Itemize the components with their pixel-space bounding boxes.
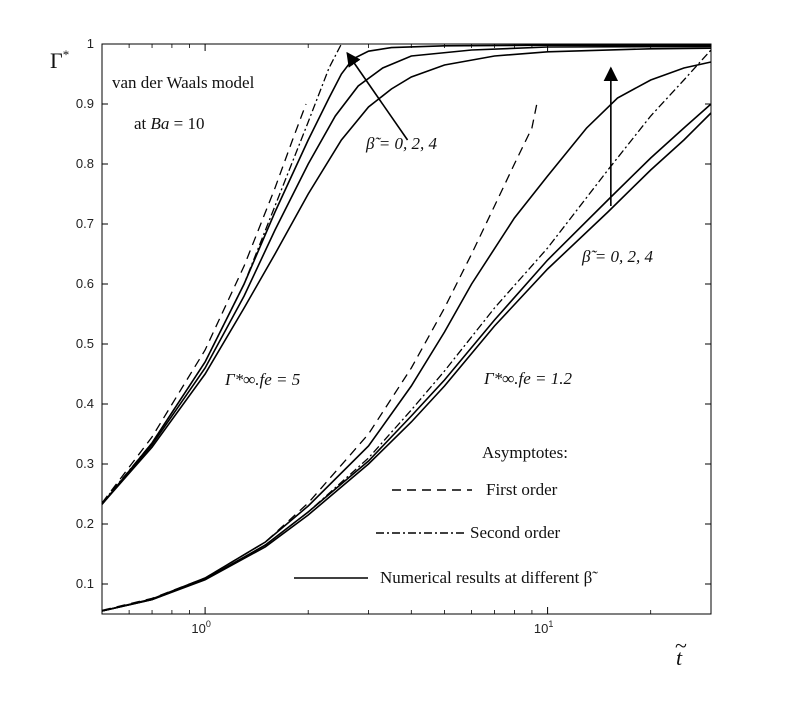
- x-tick-label: 101: [534, 619, 553, 636]
- group-low-label: Γ*∞.fe = 1.2: [483, 369, 573, 388]
- plot-area-border: [101, 43, 712, 615]
- legend-entry-label: First order: [486, 480, 558, 499]
- y-axis-title: Γ*: [50, 47, 69, 73]
- y-tick-label: 0.1: [76, 576, 94, 591]
- arrow-beta-left: [346, 51, 409, 141]
- x-tick-label: 100: [191, 619, 210, 636]
- y-tick-label: 0.6: [76, 276, 94, 291]
- series-line-3-solid: [101, 47, 712, 505]
- y-tick-label: 0.9: [76, 96, 94, 111]
- model-condition-label: at Ba = 10: [134, 114, 205, 133]
- group-high-label: Γ*∞.fe = 5: [224, 370, 300, 389]
- y-tick-label: 1: [87, 36, 94, 51]
- y-tick-label: 0.5: [76, 336, 94, 351]
- x-axis-title: t: [676, 645, 683, 670]
- beta-right-label: β̃ = 0, 2, 4: [581, 247, 653, 266]
- y-tick-label: 0.4: [76, 396, 94, 411]
- series-line-9-dashed: [101, 103, 538, 612]
- series-line-7-solid: [101, 103, 712, 612]
- series-line-10-dashdot: [101, 49, 712, 612]
- series-group: [101, 43, 712, 612]
- annotation-arrows: [346, 51, 619, 206]
- y-tick-label: 0.8: [76, 156, 94, 171]
- plot-frame: [101, 43, 712, 615]
- y-tick-label: 0.7: [76, 216, 94, 231]
- series-line-2-solid: [101, 45, 712, 505]
- x-axis-title-accent: ~: [675, 633, 687, 658]
- legend: Asymptotes: First order Second order Numeri…: [294, 443, 598, 587]
- legend-entry-label: Second order: [470, 523, 561, 542]
- series-line-1-solid: [101, 44, 711, 505]
- beta-left-label: β̃ = 0, 2, 4: [365, 134, 437, 153]
- series-line-8-solid: [101, 112, 712, 612]
- model-label: van der Waals model: [112, 73, 255, 92]
- y-tick-label: 0.3: [76, 456, 94, 471]
- labels-group: van der Waals model at Ba = 10 β̃ = 0, 2, …: [50, 47, 687, 670]
- series-line-4-dashed: [101, 103, 307, 504]
- series-line-5-dashdot: [101, 43, 342, 504]
- legend-title: Asymptotes:: [482, 443, 568, 462]
- y-tick-label: 0.2: [76, 516, 94, 531]
- legend-entry-label: Numerical results at different β̃: [380, 568, 598, 587]
- axis-ticks: 0.1 0.2 0.3 0.4 0.5 0.6 0.7 0.8 0.9 1 100 101: [76, 36, 711, 636]
